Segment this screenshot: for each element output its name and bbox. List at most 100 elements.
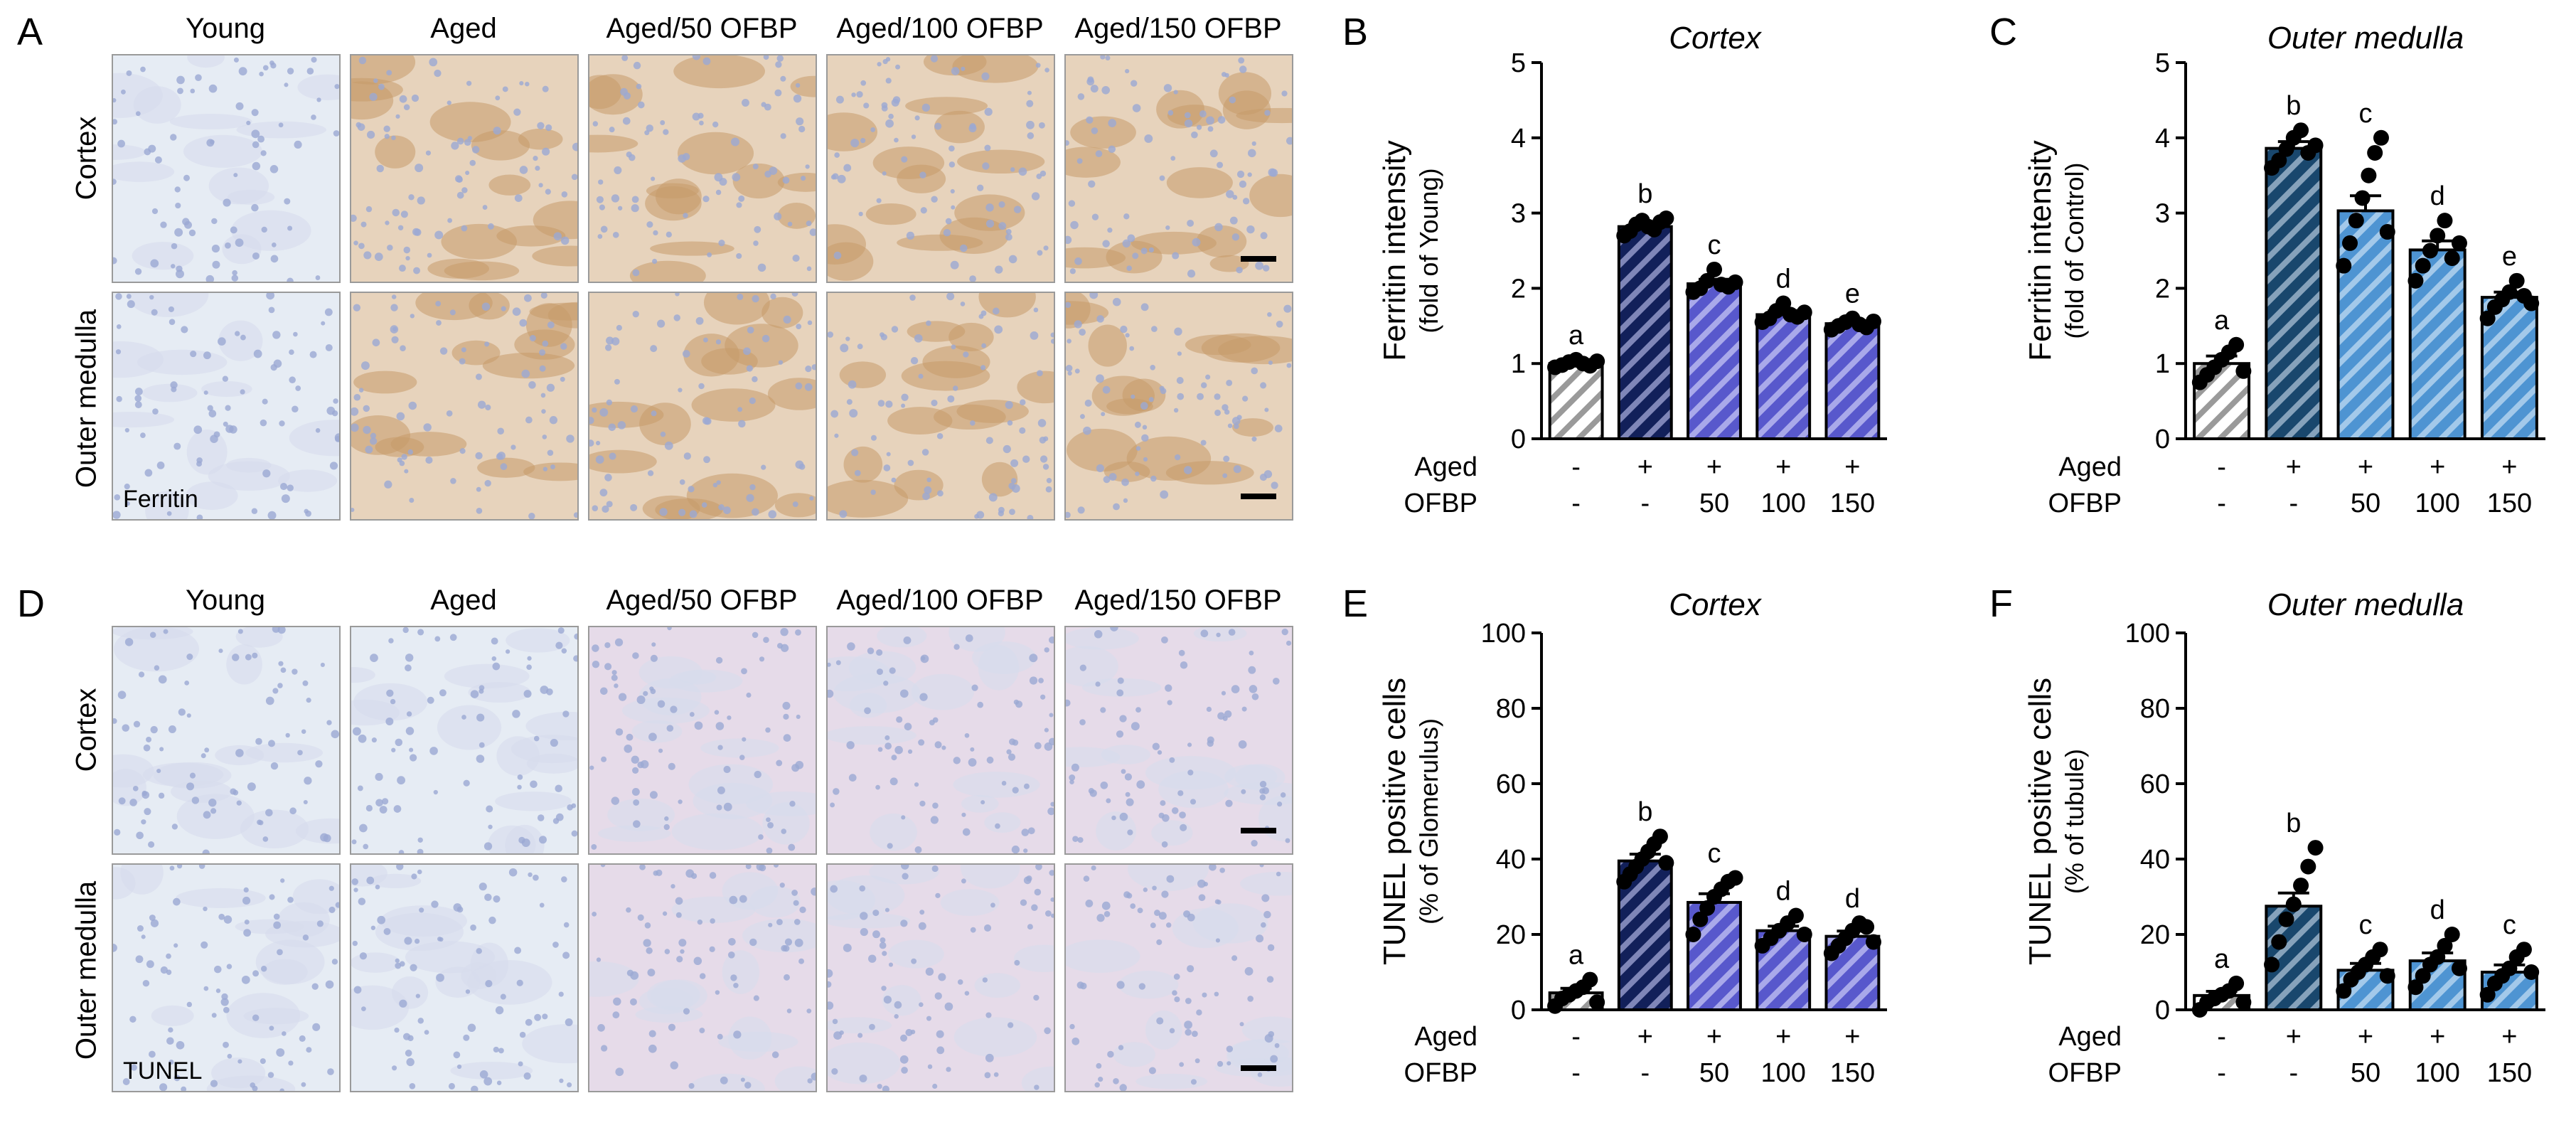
data-point [2350, 964, 2366, 980]
data-point [2271, 152, 2287, 169]
aged-sign: + [2358, 452, 2373, 482]
aged-sign: + [1844, 452, 1860, 482]
data-point [1780, 915, 1796, 932]
data-point [2264, 956, 2280, 973]
row-label-aged: Aged [2058, 452, 2122, 482]
chart-e: Cortex 0 20 40 60 80 100 TUNEL positive cells (%… [1377, 587, 1887, 1088]
aged-sign: - [1571, 452, 1581, 482]
micrograph-medulla-1: Ferritin [112, 292, 341, 521]
bar [1755, 929, 1812, 1011]
y-axis-label: TUNEL positive cells [2023, 678, 2058, 965]
ofbp-dose: 50 [2351, 1058, 2380, 1088]
scale-bar [1241, 828, 1276, 833]
significance-letter: b [1637, 179, 1652, 209]
y-tick-label: 20 [2140, 920, 2170, 950]
data-point [2336, 983, 2352, 999]
data-point [2372, 942, 2388, 958]
row-heading-cortex: Cortex [70, 688, 102, 772]
data-point [2336, 257, 2352, 274]
y-axis-sublabel: (fold of Young) [1414, 168, 1443, 333]
data-point [1616, 873, 1632, 890]
data-point [2191, 374, 2208, 390]
aged-sign: + [1706, 452, 1722, 482]
data-point [2407, 272, 2424, 289]
aged-sign: + [2358, 1022, 2373, 1052]
significance-letter: b [2286, 91, 2301, 121]
data-point [1646, 221, 1662, 238]
data-point [1844, 922, 1861, 939]
scale-bar [1241, 1065, 1276, 1071]
ofbp-dose: 100 [1760, 489, 1805, 518]
significance-letter: d [1845, 884, 1860, 914]
significance-letter: a [2214, 944, 2230, 974]
micrograph-medulla-2 [350, 292, 579, 521]
data-point [2235, 994, 2252, 1011]
aged-sign: + [2286, 452, 2302, 482]
micrograph-cortex-5 [1064, 626, 1293, 855]
row-label-aged: Aged [2058, 1022, 2122, 1052]
row-heading-outer-medulla: Outer medulla [70, 309, 102, 489]
ofbp-dose: 50 [1699, 489, 1729, 518]
y-tick-label: 4 [1511, 124, 1526, 154]
chart-title: Cortex [1669, 587, 1763, 622]
y-tick-label: 0 [2155, 425, 2170, 454]
data-point [2307, 137, 2324, 154]
data-point [2479, 310, 2496, 326]
y-tick-label: 0 [1511, 425, 1526, 454]
data-point [1720, 873, 1736, 890]
y-axis-label: TUNEL positive cells [1377, 678, 1412, 965]
column-heading-aged-100: Aged/100 OFBP [836, 13, 1044, 44]
data-point [2213, 351, 2230, 368]
bar [1755, 313, 1812, 440]
data-point [1865, 313, 1881, 329]
y-axis-label: Ferritin intensity [2023, 140, 2058, 361]
data-point [2508, 272, 2525, 289]
data-point [1622, 866, 1638, 883]
aged-sign: + [1637, 1022, 1653, 1052]
row-label-ofbp: OFBP [2048, 489, 2122, 518]
data-point [1640, 218, 1657, 235]
data-point [1547, 359, 1564, 375]
y-tick-label: 80 [1496, 694, 1526, 724]
micrograph-medulla-3 [588, 863, 817, 1092]
data-point [2264, 160, 2280, 176]
data-point [1823, 945, 1839, 961]
significance-letter: c [2503, 910, 2516, 940]
data-point [2300, 144, 2316, 161]
data-point [2486, 299, 2503, 315]
data-point [1699, 272, 1716, 289]
ofbp-dose: - [2289, 1058, 2298, 1088]
panel-label-a: A [17, 11, 43, 53]
data-point [1652, 828, 1668, 845]
y-axis-sublabel: (% of Glomerulus) [1414, 718, 1443, 924]
data-point [2501, 960, 2518, 976]
data-point [1589, 994, 1605, 1011]
data-point [2407, 979, 2424, 996]
y-tick-label: 1 [2155, 349, 2170, 379]
data-point [1851, 316, 1868, 333]
data-point [2422, 242, 2438, 259]
data-point [2373, 129, 2389, 146]
data-point [2293, 878, 2309, 894]
data-point [2430, 228, 2446, 244]
data-point [2206, 359, 2223, 375]
bar [2480, 296, 2538, 441]
micrograph-cortex-3 [588, 54, 817, 283]
y-tick-label: 2 [2155, 274, 2170, 304]
data-point [1706, 889, 1722, 905]
data-point [2523, 964, 2540, 980]
y-tick-label: 5 [1511, 48, 1526, 78]
data-point [2343, 971, 2359, 988]
data-point [1865, 934, 1881, 950]
data-point [2278, 911, 2294, 927]
significance-letter: a [1568, 321, 1584, 351]
significance-letter: a [1568, 941, 1584, 971]
data-point [1787, 907, 1804, 924]
y-tick-label: 60 [2140, 769, 2170, 799]
micrograph-medulla-3 [588, 292, 817, 521]
panel-label-b: B [1342, 11, 1369, 53]
data-point [2348, 213, 2364, 229]
row-label-ofbp: OFBP [1404, 1058, 1477, 1088]
data-point [1554, 991, 1570, 1007]
data-point [2199, 367, 2216, 383]
